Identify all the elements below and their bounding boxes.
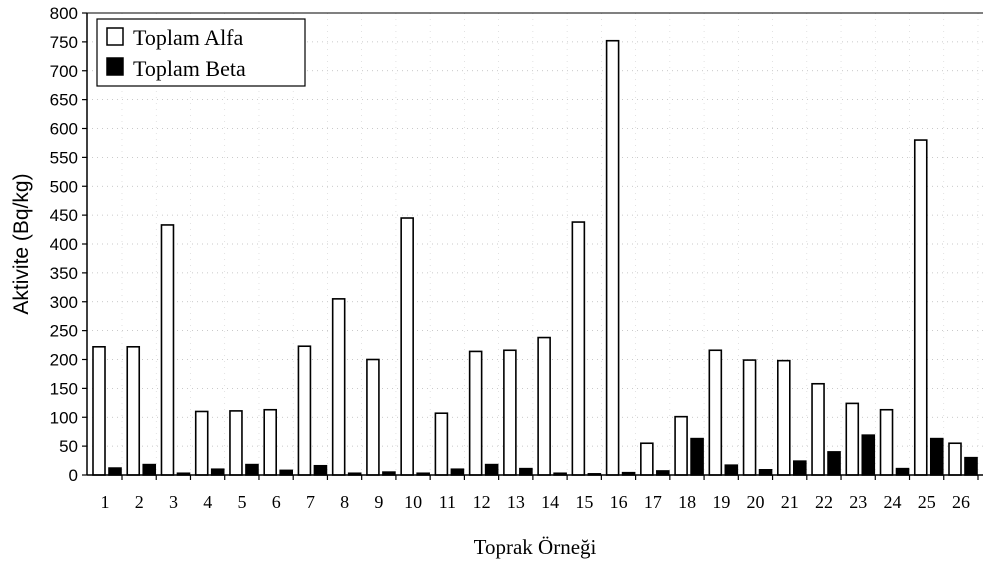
y-tick-label: 500 [50, 177, 78, 196]
bar-toplam-alfa [366, 358, 380, 476]
y-axis-title: Aktivite (Bq/kg) [10, 173, 33, 314]
y-tick-label: 550 [50, 148, 78, 167]
x-tick-label: 6 [272, 492, 281, 512]
bar-toplam-alfa [948, 442, 962, 476]
bar-toplam-alfa [229, 410, 243, 476]
x-tick-label: 8 [340, 492, 349, 512]
bar-toplam-alfa [263, 408, 278, 476]
y-tick-label: 250 [50, 322, 78, 341]
y-tick-label: 600 [50, 120, 78, 139]
x-tick-label: 20 [747, 492, 765, 512]
legend-label-alfa: Toplam Alfa [133, 25, 244, 50]
x-tick-label: 9 [374, 492, 383, 512]
x-tick-label: 4 [203, 492, 212, 512]
bar-toplam-alfa [400, 217, 414, 476]
bar-toplam-alfa [537, 336, 551, 476]
bars [92, 39, 978, 476]
bar-toplam-beta [758, 469, 773, 476]
y-tick-label: 350 [50, 264, 78, 283]
x-tick-label: 7 [306, 492, 315, 512]
bar-toplam-beta [827, 451, 841, 476]
bar-toplam-beta [313, 464, 328, 476]
bar-toplam-alfa [571, 221, 586, 476]
bar-toplam-beta [964, 456, 978, 476]
legend-label-beta: Toplam Beta [133, 56, 246, 81]
legend-box [96, 18, 306, 87]
bar-toplam-beta [929, 437, 944, 476]
x-tick-label: 11 [439, 492, 456, 512]
bar-toplam-alfa [126, 345, 141, 476]
y-tick-label: 800 [50, 4, 78, 23]
bar-toplam-beta [484, 463, 499, 476]
y-tick-label: 700 [50, 62, 78, 81]
x-tick-label: 15 [575, 492, 593, 512]
x-tick-labels: 1 2 3 4 5 6 7 8 9 10 11 12 13 14 15 16 17 18 19 20 21 22 23 24 2… [101, 475, 979, 512]
y-tick-labels: 0 50 100 150 200 250 300 350 400 450 500 550 600 650 7… [50, 4, 87, 485]
bar-toplam-beta [792, 460, 807, 476]
x-tick-label: 22 [815, 492, 833, 512]
y-tick-label: 100 [50, 408, 78, 427]
x-tick-label: 25 [918, 492, 936, 512]
bar-toplam-alfa [331, 298, 346, 476]
x-tick-label: 3 [169, 492, 178, 512]
y-tick-label: 200 [50, 351, 78, 370]
bar-toplam-alfa [605, 39, 620, 476]
y-tick-label: 400 [50, 235, 78, 254]
bar-toplam-alfa [640, 442, 654, 476]
x-tick-label: 5 [237, 492, 246, 512]
x-tick-label: 26 [952, 492, 970, 512]
bar-toplam-beta [690, 437, 704, 476]
bar-toplam-alfa [160, 224, 175, 476]
bar-toplam-alfa [708, 349, 723, 476]
legend: Toplam Alfa Toplam Beta [96, 18, 306, 87]
bar-toplam-alfa [468, 350, 483, 476]
legend-swatch-alfa [106, 27, 124, 46]
bar-toplam-alfa [776, 359, 791, 476]
bar-toplam-beta [450, 468, 465, 476]
x-tick-label: 16 [610, 492, 628, 512]
bar-toplam-beta [142, 463, 157, 476]
gridlines [87, 12, 983, 475]
x-tick-label: 1 [101, 492, 110, 512]
bar-toplam-alfa [913, 139, 928, 476]
x-axis-title: Toprak Örneği [474, 535, 597, 559]
bar-toplam-beta [519, 467, 533, 476]
bar-toplam-alfa [92, 345, 106, 476]
x-tick-label: 14 [541, 492, 559, 512]
bar-toplam-alfa [194, 410, 209, 476]
bar-toplam-alfa [742, 359, 757, 476]
x-tick-label: 24 [884, 492, 902, 512]
x-tick-label: 19 [712, 492, 730, 512]
y-tick-label: 750 [50, 33, 78, 52]
x-tick-label: 2 [135, 492, 144, 512]
y-tick-label: 0 [69, 466, 78, 485]
bar-toplam-alfa [674, 415, 688, 476]
y-tick-label: 50 [59, 437, 78, 456]
bar-toplam-beta [108, 467, 122, 476]
bar-toplam-beta [210, 468, 225, 476]
y-tick-label: 150 [50, 379, 78, 398]
bar-toplam-alfa [297, 345, 312, 476]
x-tick-label: 18 [678, 492, 696, 512]
y-tick-label: 300 [50, 293, 78, 312]
x-tick-label: 10 [404, 492, 422, 512]
y-tick-label: 650 [50, 91, 78, 110]
y-tick-label: 450 [50, 206, 78, 225]
bar-toplam-alfa [845, 402, 860, 476]
bar-toplam-alfa [434, 412, 449, 476]
bar-toplam-beta [724, 464, 739, 476]
bar-toplam-alfa [879, 408, 894, 476]
x-tick-label: 13 [507, 492, 525, 512]
legend-swatch-beta [106, 57, 124, 76]
bar-toplam-beta [245, 463, 259, 476]
bar-toplam-beta [895, 467, 910, 476]
x-tick-label: 12 [473, 492, 491, 512]
bar-toplam-alfa [503, 349, 517, 476]
bar-toplam-beta [861, 434, 876, 476]
x-tick-label: 21 [781, 492, 799, 512]
x-tick-label: 23 [849, 492, 867, 512]
bar-toplam-alfa [811, 382, 825, 476]
x-tick-label: 17 [644, 492, 662, 512]
